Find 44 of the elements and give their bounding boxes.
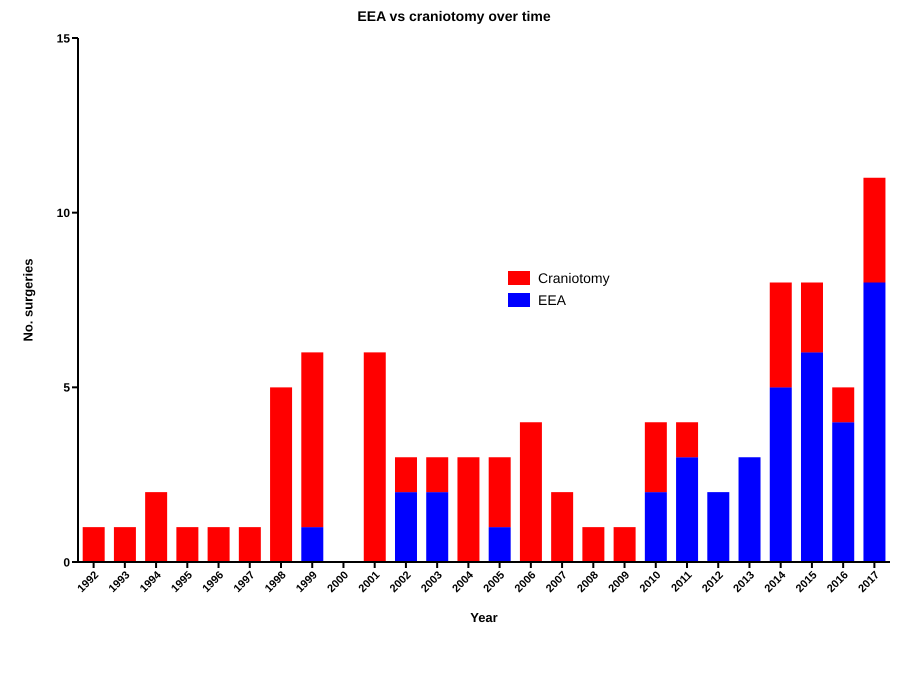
y-tick-label: 15 bbox=[56, 31, 70, 46]
chart-title: EEA vs craniotomy over time bbox=[356, 8, 552, 26]
bar bbox=[488, 457, 511, 528]
y-axis-title: No. surgeries bbox=[20, 258, 36, 342]
bar bbox=[394, 457, 417, 492]
bar bbox=[770, 282, 792, 388]
bar bbox=[800, 282, 823, 352]
bar bbox=[488, 527, 511, 562]
bar bbox=[145, 492, 168, 562]
x-axis-title: Year bbox=[470, 610, 498, 625]
bar bbox=[676, 422, 698, 458]
bar bbox=[520, 422, 542, 562]
bar bbox=[551, 492, 574, 562]
legend-label: EEA bbox=[538, 292, 566, 308]
y-tick-label: 5 bbox=[63, 380, 70, 395]
bar bbox=[832, 387, 854, 422]
bar bbox=[676, 457, 698, 562]
bar bbox=[457, 457, 480, 562]
bar bbox=[426, 492, 448, 562]
y-tick-label: 10 bbox=[56, 206, 70, 220]
bar bbox=[208, 527, 230, 562]
bar bbox=[770, 387, 792, 562]
bar bbox=[832, 422, 854, 562]
bar bbox=[738, 457, 761, 562]
bar bbox=[707, 492, 730, 562]
bar bbox=[394, 492, 417, 562]
bar bbox=[114, 527, 136, 562]
y-tick-label: 0 bbox=[63, 555, 70, 570]
legend-label: Craniotomy bbox=[538, 270, 610, 286]
bar bbox=[863, 178, 886, 283]
bar bbox=[364, 352, 386, 562]
bar bbox=[426, 457, 448, 492]
bar bbox=[270, 387, 292, 562]
bar bbox=[644, 492, 667, 562]
bar bbox=[863, 282, 886, 562]
bar bbox=[238, 527, 261, 562]
bar bbox=[301, 527, 324, 562]
bar bbox=[582, 527, 604, 562]
bar bbox=[301, 352, 324, 528]
bar bbox=[644, 422, 667, 492]
bar bbox=[614, 527, 636, 562]
bar bbox=[176, 527, 198, 562]
bar bbox=[82, 527, 105, 562]
bar bbox=[800, 352, 823, 562]
